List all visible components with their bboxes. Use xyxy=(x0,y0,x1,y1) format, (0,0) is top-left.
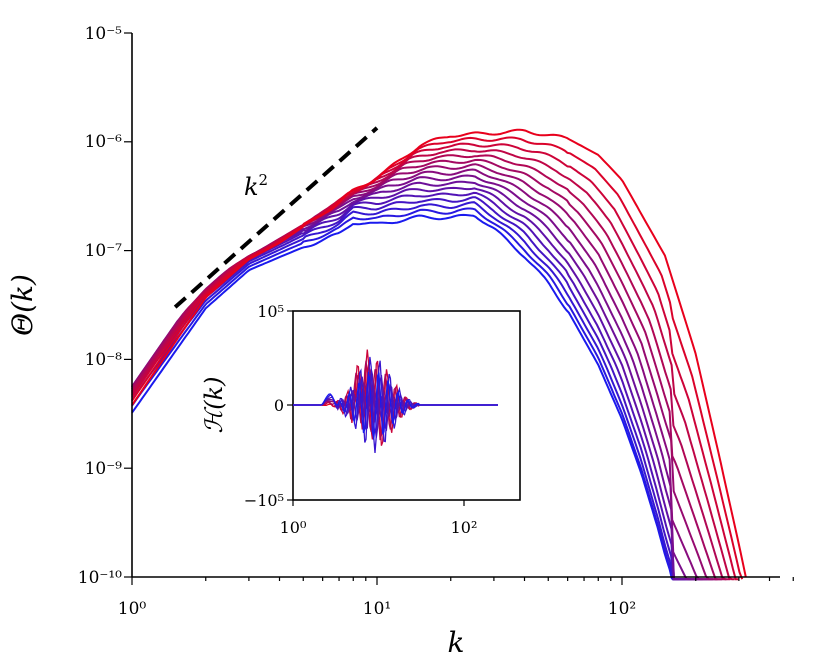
spectrum-line-14 xyxy=(131,201,686,581)
main-plot: k2 10⁰ 10¹ 10² 10⁻¹⁰ 10⁻⁹ 10⁻⁸ 10⁻⁷ 10⁻⁶… xyxy=(6,24,794,659)
y-tick-label-3: 10⁻⁷ xyxy=(85,241,123,261)
x-tick-label-1: 10¹ xyxy=(363,599,391,619)
y-tick-label-2: 10⁻⁸ xyxy=(85,350,123,370)
inset-series-group xyxy=(293,349,498,453)
spectrum-line-4 xyxy=(131,148,735,581)
spectrum-line-3 xyxy=(131,142,739,581)
y-tick-label-0: 10⁻¹⁰ xyxy=(78,568,122,588)
x-tick-label-2: 10² xyxy=(608,599,636,619)
spectrum-line-15 xyxy=(131,207,679,581)
y-tick-label-4: 10⁻⁶ xyxy=(85,132,123,152)
inset-y-tick-label-top: 10⁵ xyxy=(257,302,284,321)
y-tick-label-1: 10⁻⁹ xyxy=(85,459,123,479)
spectrum-line-16 xyxy=(131,213,673,580)
y-tick-label-5: 10⁻⁵ xyxy=(85,24,123,44)
inset-plot: 10⁵ 0 −10⁵ 10⁰ 10² ℋ(k) xyxy=(200,302,521,537)
main-ticks xyxy=(124,32,794,585)
k2-reference-line xyxy=(173,126,379,309)
main-series-group xyxy=(131,128,747,581)
inset-y-tick-label-zero: 0 xyxy=(274,396,284,415)
y-axis-title: Θ(k) xyxy=(6,274,39,336)
spectrum-line-1 xyxy=(131,128,747,578)
inset-y-tick-label-bottom: −10⁵ xyxy=(244,491,284,510)
inset-x-tick-label-0: 10⁰ xyxy=(280,518,307,537)
k2-annotation: k2 xyxy=(244,171,268,201)
inset-ticks xyxy=(287,310,465,506)
helicity-line-8 xyxy=(293,371,498,440)
x-tick-label-0: 10⁰ xyxy=(118,599,147,619)
inset-y-axis-title: ℋ(k) xyxy=(200,377,228,434)
x-axis-title: k xyxy=(448,626,465,659)
spectrum-line-2 xyxy=(131,136,744,580)
inset-x-tick-label-1: 10² xyxy=(451,518,478,537)
